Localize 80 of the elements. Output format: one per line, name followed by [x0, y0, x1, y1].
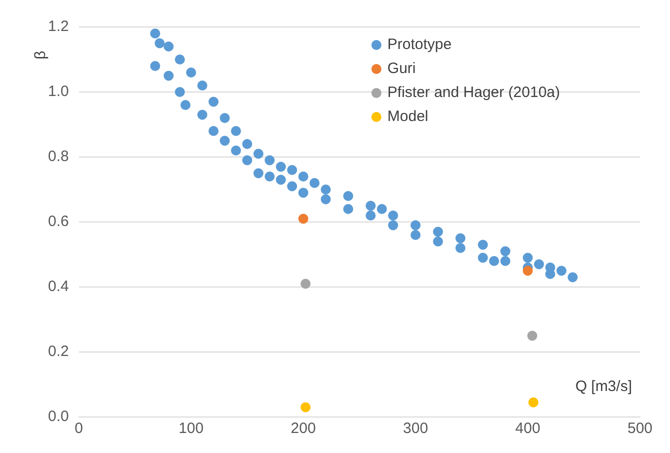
point: [300, 402, 311, 412]
x-tick-label: 500: [627, 420, 653, 438]
point: [180, 100, 190, 110]
x-tick-label: 200: [290, 420, 316, 438]
point: [253, 148, 264, 159]
point: [197, 110, 208, 120]
point: [164, 42, 174, 52]
point: [320, 184, 331, 194]
point: [522, 252, 533, 263]
x-axis-title: Q [m3/s]: [575, 378, 632, 396]
y-tick-label: 0.2: [48, 343, 69, 360]
y-tick-label: 0.8: [48, 148, 69, 166]
x-tick-label: 400: [515, 420, 540, 438]
point: [164, 70, 174, 81]
point: [208, 126, 219, 136]
legend-label: Model: [387, 108, 428, 126]
point: [242, 139, 252, 149]
point: [242, 155, 252, 166]
point: [388, 210, 398, 220]
point: [455, 233, 466, 244]
x-tick-label: 0: [74, 420, 84, 438]
point: [366, 210, 376, 220]
y-tick-label: 0.4: [48, 278, 69, 296]
point: [478, 252, 488, 263]
point: [478, 240, 488, 250]
point: [264, 155, 275, 166]
point: [174, 87, 185, 97]
legend-label: Guri: [387, 60, 416, 78]
point: [432, 226, 443, 237]
point: [287, 181, 298, 192]
point: [174, 54, 185, 64]
point: [300, 278, 311, 289]
point: [150, 28, 160, 38]
point: [298, 188, 308, 198]
point: [343, 204, 354, 214]
legend-label: Prototype: [387, 36, 452, 54]
x-tick-label: 300: [403, 420, 428, 438]
point: [298, 172, 308, 182]
point: [287, 165, 298, 175]
y-tick-label: 1.0: [48, 83, 69, 100]
point: [534, 259, 544, 270]
x-tick-label: 100: [178, 420, 204, 438]
point: [276, 174, 286, 185]
y-tick-label: 0.0: [48, 408, 69, 426]
point: [230, 146, 241, 156]
point: [197, 80, 208, 90]
point: [320, 194, 331, 204]
point: [568, 272, 578, 282]
point: [410, 220, 421, 230]
point: [343, 191, 354, 201]
point: [208, 96, 219, 107]
point: [230, 126, 241, 136]
point: [298, 214, 308, 224]
point: [253, 168, 264, 178]
point: [150, 61, 160, 71]
point: [276, 162, 286, 172]
point: [522, 266, 533, 276]
y-axis-title: β: [32, 50, 49, 60]
point: [500, 256, 510, 266]
point: [455, 243, 466, 253]
point: [310, 178, 320, 188]
point: [556, 266, 566, 276]
point: [528, 397, 538, 408]
point: [376, 204, 387, 214]
point: [410, 230, 421, 240]
point: [220, 136, 230, 146]
point: [186, 68, 196, 78]
point: [264, 172, 275, 182]
point: [366, 200, 376, 211]
legend-label: Pfister and Hager (2010a): [387, 84, 560, 102]
y-tick-label: 1.2: [48, 18, 69, 36]
point: [545, 269, 556, 279]
point: [388, 220, 398, 230]
point: [220, 113, 230, 123]
point: [500, 246, 510, 256]
y-tick-label: 0.6: [48, 213, 69, 230]
point: [432, 236, 443, 246]
point: [154, 38, 165, 48]
point: [489, 256, 500, 266]
point: [527, 330, 538, 341]
